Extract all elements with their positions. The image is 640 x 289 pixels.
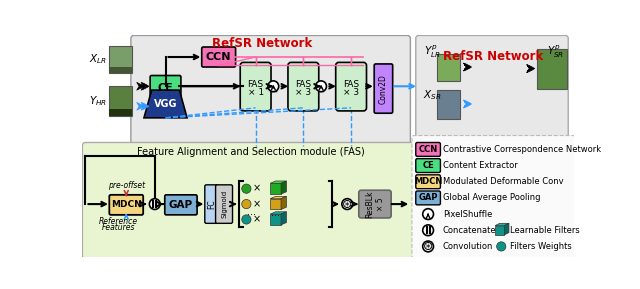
Circle shape <box>316 81 326 92</box>
Text: ×: × <box>252 199 260 209</box>
Circle shape <box>342 199 353 210</box>
Text: Conv2D: Conv2D <box>379 74 388 103</box>
Text: $X_{LR}$: $X_{LR}$ <box>89 52 107 66</box>
Polygon shape <box>281 197 287 210</box>
Text: MDCN: MDCN <box>414 177 442 186</box>
Text: CE: CE <box>422 161 434 170</box>
Text: PixelShuffle: PixelShuffle <box>443 210 492 218</box>
Text: Feature Alignment and Selection module (FAS): Feature Alignment and Selection module (… <box>137 147 365 158</box>
FancyBboxPatch shape <box>164 195 197 215</box>
Text: ResBLk
× 5: ResBLk × 5 <box>365 190 385 218</box>
Circle shape <box>422 225 433 236</box>
Circle shape <box>242 199 251 209</box>
Bar <box>109 86 132 116</box>
Bar <box>270 199 281 210</box>
Text: Convolution: Convolution <box>443 242 493 251</box>
Bar <box>109 67 132 73</box>
Bar <box>270 183 281 194</box>
FancyBboxPatch shape <box>416 191 440 205</box>
Text: Filters Weights: Filters Weights <box>509 242 572 251</box>
FancyBboxPatch shape <box>416 36 568 138</box>
FancyBboxPatch shape <box>150 75 181 100</box>
FancyBboxPatch shape <box>412 136 575 260</box>
Circle shape <box>497 242 506 251</box>
Text: ⊛: ⊛ <box>423 240 433 253</box>
Circle shape <box>268 81 279 92</box>
FancyBboxPatch shape <box>202 47 236 67</box>
Text: FC: FC <box>207 199 216 209</box>
Bar <box>437 54 460 81</box>
Text: RefSR Network: RefSR Network <box>444 50 543 63</box>
Text: ...: ... <box>271 208 280 218</box>
Text: pre-offset: pre-offset <box>108 181 145 190</box>
FancyBboxPatch shape <box>83 142 418 259</box>
FancyBboxPatch shape <box>205 185 219 223</box>
Polygon shape <box>270 197 287 199</box>
Text: GAP: GAP <box>169 200 193 210</box>
FancyBboxPatch shape <box>131 36 410 144</box>
Text: Modulated Deformable Conv: Modulated Deformable Conv <box>443 177 563 186</box>
Text: $Y_{HR}$: $Y_{HR}$ <box>89 94 107 108</box>
Circle shape <box>422 209 433 219</box>
Text: FAS: FAS <box>295 80 312 89</box>
Circle shape <box>149 199 160 210</box>
Bar <box>437 90 460 119</box>
FancyBboxPatch shape <box>288 62 319 111</box>
Text: × 3: × 3 <box>343 88 359 97</box>
Bar <box>538 49 566 89</box>
Text: Content Extractor: Content Extractor <box>443 161 518 170</box>
Text: $Y^p_{LR}$: $Y^p_{LR}$ <box>424 43 440 60</box>
Text: ×: × <box>252 214 260 225</box>
Text: × 3: × 3 <box>295 88 312 97</box>
Text: GAP: GAP <box>419 193 438 202</box>
Text: Sigmoid: Sigmoid <box>221 190 227 218</box>
FancyBboxPatch shape <box>374 64 393 113</box>
FancyBboxPatch shape <box>416 175 440 189</box>
Text: CE: CE <box>157 83 173 93</box>
Text: FAS: FAS <box>248 80 264 89</box>
Text: RefSR Network: RefSR Network <box>212 37 313 50</box>
FancyBboxPatch shape <box>240 62 271 111</box>
Text: $Y^p_{SR}$: $Y^p_{SR}$ <box>547 43 564 60</box>
Bar <box>109 46 132 73</box>
Text: Contrastive Correspondence Network: Contrastive Correspondence Network <box>443 145 601 154</box>
Text: ×: × <box>252 184 260 194</box>
FancyBboxPatch shape <box>359 190 391 218</box>
Polygon shape <box>504 223 509 235</box>
Polygon shape <box>495 223 509 226</box>
Bar <box>495 226 504 235</box>
Text: CCN: CCN <box>206 52 232 62</box>
Text: ...: ... <box>246 207 255 217</box>
Polygon shape <box>270 212 287 214</box>
Circle shape <box>242 215 251 224</box>
Text: Features: Features <box>102 223 135 232</box>
FancyBboxPatch shape <box>416 159 440 173</box>
FancyBboxPatch shape <box>216 185 232 223</box>
Bar <box>109 109 132 116</box>
Bar <box>270 214 281 225</box>
FancyBboxPatch shape <box>336 62 367 111</box>
Text: FAS: FAS <box>343 80 359 89</box>
Text: × 1: × 1 <box>248 88 264 97</box>
Text: VGG: VGG <box>154 99 177 109</box>
Text: MDCN: MDCN <box>111 200 141 209</box>
Text: Concatenate: Concatenate <box>443 226 497 235</box>
Text: ⊛: ⊛ <box>342 198 353 211</box>
Polygon shape <box>270 181 287 183</box>
Text: Reference: Reference <box>99 216 138 225</box>
Circle shape <box>242 184 251 193</box>
FancyBboxPatch shape <box>416 142 440 156</box>
Polygon shape <box>144 90 187 118</box>
Text: Global Average Pooling: Global Average Pooling <box>443 193 540 202</box>
Circle shape <box>422 241 433 252</box>
Polygon shape <box>281 212 287 225</box>
Text: $X_{SR}$: $X_{SR}$ <box>422 88 441 102</box>
Text: Learnable Filters: Learnable Filters <box>509 226 579 235</box>
FancyBboxPatch shape <box>109 195 143 215</box>
Polygon shape <box>281 181 287 194</box>
Text: CCN: CCN <box>419 145 438 154</box>
